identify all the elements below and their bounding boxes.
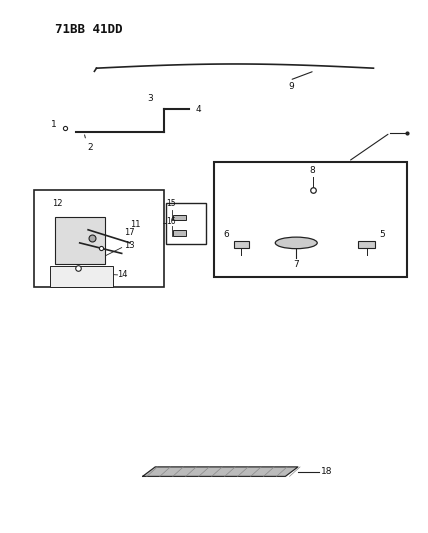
Text: 7: 7	[293, 260, 299, 269]
Text: 16: 16	[166, 216, 175, 225]
Text: 9: 9	[289, 82, 294, 91]
Text: 8: 8	[310, 166, 315, 175]
Text: 6: 6	[224, 230, 229, 239]
Bar	[214, 161, 407, 277]
Bar	[33, 190, 163, 287]
Bar	[166, 203, 205, 244]
Bar	[51, 266, 113, 287]
Bar	[173, 215, 186, 220]
Ellipse shape	[275, 237, 317, 249]
Text: 5: 5	[380, 230, 386, 239]
Text: 4: 4	[195, 104, 201, 114]
Text: 11: 11	[130, 220, 140, 229]
Text: 13: 13	[124, 241, 134, 250]
Text: 71BB 41DD: 71BB 41DD	[54, 22, 122, 36]
Text: 3: 3	[147, 94, 153, 103]
Text: 12: 12	[52, 199, 63, 208]
Bar	[173, 230, 186, 236]
Bar	[54, 216, 105, 264]
Bar	[234, 241, 249, 248]
Text: 14: 14	[117, 270, 128, 279]
Text: 17: 17	[124, 228, 134, 237]
Text: 2: 2	[87, 143, 93, 152]
Text: 1: 1	[51, 120, 56, 130]
Text: 15: 15	[166, 199, 175, 208]
Polygon shape	[143, 467, 298, 477]
Bar	[358, 241, 375, 248]
Text: 18: 18	[321, 467, 333, 476]
